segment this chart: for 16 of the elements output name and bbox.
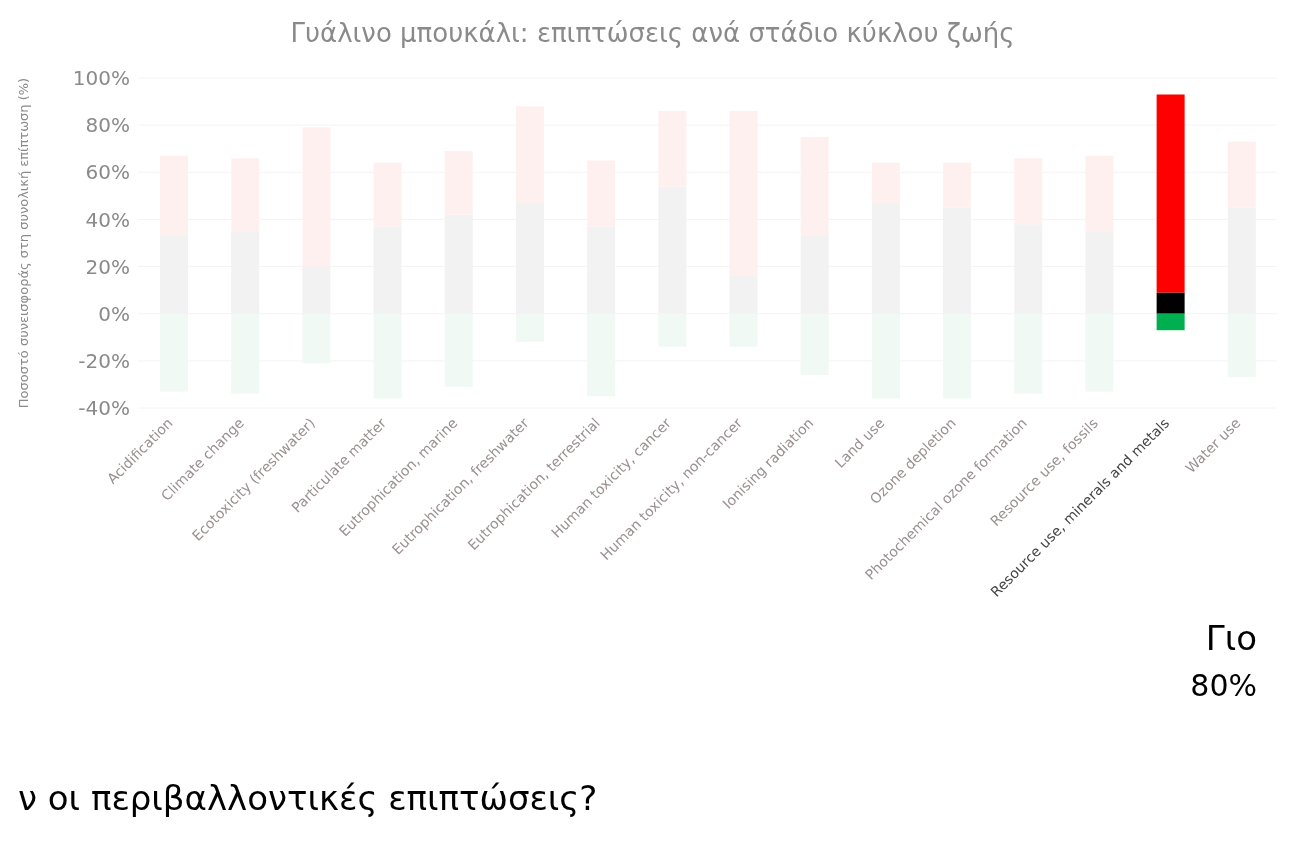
y-tick-label: 100% [72, 66, 130, 91]
y-tick-label: -40% [78, 396, 130, 421]
y-axis-title: Ποσοστό συνεισφοράς στη συνολική επίπτωση (%) [15, 77, 31, 409]
y-tick-label: -20% [78, 348, 130, 373]
text: Γιο [1205, 618, 1257, 658]
text: ν οι περιβαλλοντικές επιπτώσεις? [18, 778, 598, 818]
bar [1156, 313, 1185, 331]
chart-title: Γυάλινο μπουκάλι: επιπτώσεις ανά στάδιο κύκλου ζωής [289, 18, 1016, 48]
y-tick-label: 60% [85, 160, 130, 185]
y-tick-label: 40% [85, 207, 130, 232]
bar [1156, 94, 1185, 293]
y-tick-label: 20% [85, 254, 130, 279]
y-tick-label: 0% [98, 301, 130, 326]
text: 80% [1190, 668, 1257, 703]
y-tick-label: 80% [85, 113, 130, 138]
bar [1156, 292, 1185, 314]
